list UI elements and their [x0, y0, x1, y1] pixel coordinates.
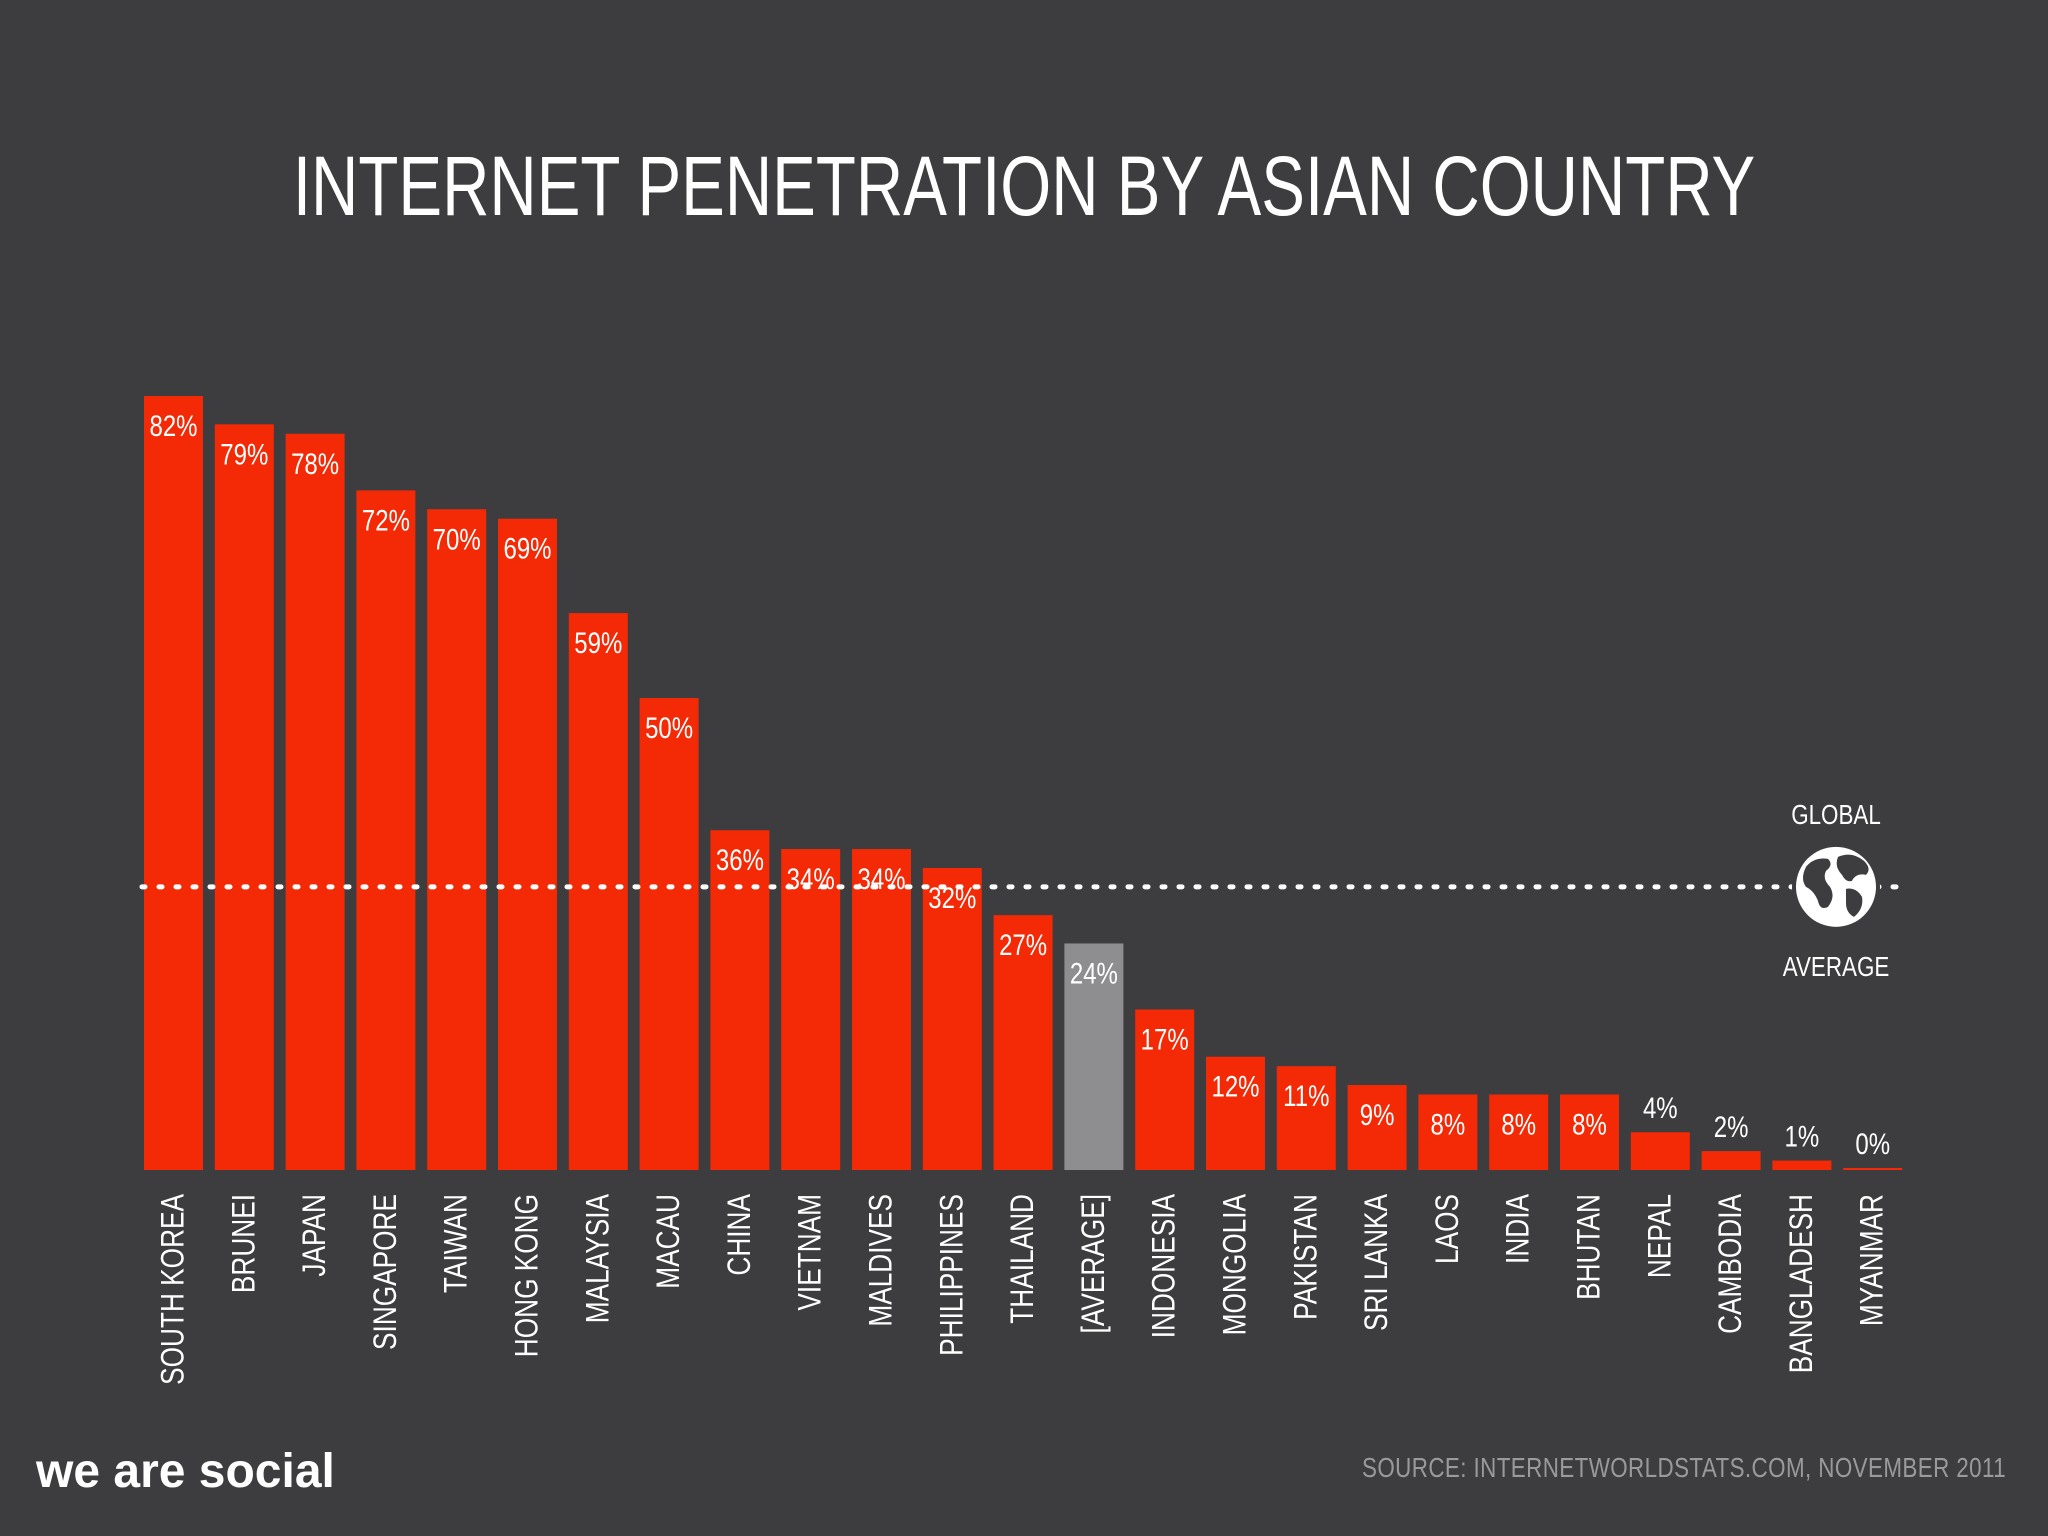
bar-hong-kong [498, 518, 557, 1170]
value-label: 59% [574, 625, 622, 659]
average-label: AVERAGE [1783, 952, 1890, 983]
source-note: SOURCE: INTERNETWORLDSTATS.COM, NOVEMBER… [1361, 1452, 2006, 1483]
bar-pakistan [1276, 1066, 1336, 1170]
value-label: 12% [1211, 1069, 1259, 1103]
value-label: 79% [220, 437, 268, 471]
bar-indonesia [1135, 1009, 1195, 1170]
category-label: CHINA [723, 1194, 758, 1276]
value-label: 32% [928, 880, 976, 914]
category-label: NEPAL [1643, 1194, 1678, 1278]
category-label: JAPAN [298, 1194, 333, 1277]
value-label: 24% [1070, 956, 1118, 990]
category-label: MALDIVES [864, 1194, 899, 1327]
category-label: THAILAND [1006, 1194, 1041, 1324]
value-label: 1% [1785, 1119, 1820, 1153]
brand-logo: we are social [36, 1445, 335, 1498]
value-label: 0% [1855, 1126, 1890, 1160]
category-label: SINGAPORE [369, 1194, 404, 1350]
category-label: BHUTAN [1572, 1194, 1607, 1300]
bar-cambodia [1701, 1151, 1761, 1170]
category-label: MONGOLIA [1218, 1194, 1253, 1336]
bar-average [1064, 943, 1124, 1170]
category-label: SRI LANKA [1360, 1194, 1395, 1331]
category-label: PAKISTAN [1289, 1194, 1324, 1320]
bar-bangladesh [1772, 1160, 1832, 1170]
bar-vietnam [781, 849, 841, 1170]
bar-philippines [922, 867, 982, 1170]
global-label: GLOBAL [1791, 800, 1881, 831]
bar-india [1489, 1094, 1549, 1170]
category-label: MYANMAR [1855, 1194, 1890, 1326]
bar-japan [285, 433, 345, 1170]
value-label: 72% [362, 503, 410, 537]
value-label: 27% [999, 928, 1047, 962]
value-label: 69% [503, 531, 551, 565]
value-label: 82% [149, 408, 197, 442]
value-label: 8% [1501, 1107, 1536, 1141]
value-label: 34% [787, 861, 835, 895]
bar-maldives [852, 849, 911, 1170]
category-label: BANGLADESH [1785, 1194, 1820, 1373]
value-label: 2% [1714, 1110, 1749, 1144]
value-label: 50% [645, 710, 693, 744]
value-label: 17% [1141, 1022, 1189, 1056]
value-label: 4% [1643, 1091, 1678, 1125]
category-label: INDONESIA [1147, 1194, 1182, 1339]
value-label: 8% [1572, 1107, 1607, 1141]
bar-myanmar [1843, 1168, 1903, 1170]
category-label: HONG KONG [510, 1194, 545, 1357]
value-label: 9% [1360, 1097, 1395, 1131]
value-label: 36% [716, 843, 764, 877]
bar-singapore [356, 490, 416, 1170]
category-label: TAIWAN [439, 1194, 474, 1293]
value-label: 70% [433, 522, 481, 556]
chart-title: INTERNET PENETRATION BY ASIAN COUNTRY [292, 139, 1756, 233]
category-label: MALAYSIA [581, 1194, 616, 1324]
bar-taiwan [427, 509, 487, 1170]
category-label: BRUNEI [227, 1194, 262, 1293]
value-label: 34% [857, 861, 905, 895]
category-label: CAMBODIA [1714, 1194, 1749, 1334]
bar-bhutan [1560, 1094, 1619, 1170]
bar-nepal [1630, 1132, 1690, 1170]
category-label: MACAU [652, 1194, 687, 1289]
bar-china [710, 830, 770, 1170]
category-label: INDIA [1501, 1194, 1536, 1264]
bar-mongolia [1206, 1056, 1265, 1170]
globe-icon [1792, 842, 1880, 931]
bar-malaysia [568, 613, 628, 1170]
category-label: [AVERAGE] [1077, 1194, 1112, 1333]
globe-continents [1803, 854, 1869, 917]
bar-brunei [214, 424, 274, 1170]
category-labels-group: SOUTH KOREA BRUNEI JAPAN SINGAPORE TAIWAN HON… [156, 1194, 1890, 1385]
category-label: VIETNAM [793, 1194, 828, 1311]
bars-group [144, 396, 1903, 1170]
bar-south-korea [144, 396, 203, 1170]
value-label: 78% [291, 446, 339, 480]
category-label: LAOS [1431, 1194, 1466, 1264]
value-labels-group: 82% 79% 78% 72% 70% 69% 59% 50% 36% 34% 34% 32% 27% 2… [149, 408, 1890, 1160]
bar-thailand [993, 915, 1053, 1170]
bar-laos [1418, 1094, 1478, 1170]
bar-macau [639, 698, 699, 1170]
bar-sri-lanka [1347, 1085, 1407, 1170]
value-label: 11% [1283, 1079, 1329, 1113]
category-label: PHILIPPINES [935, 1194, 970, 1356]
category-label: SOUTH KOREA [156, 1194, 191, 1385]
value-label: 8% [1431, 1107, 1466, 1141]
